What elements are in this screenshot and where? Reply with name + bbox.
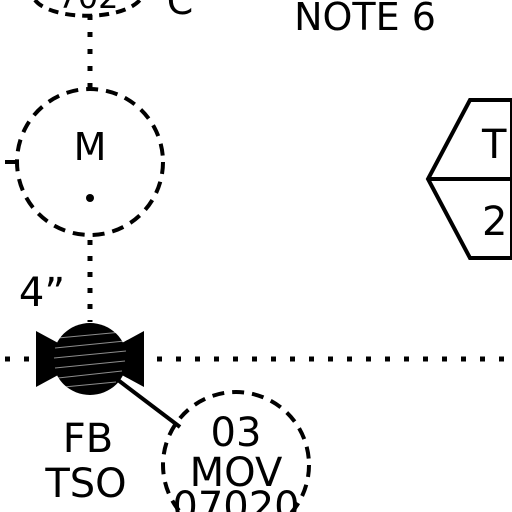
motor-actuator: M [5, 87, 165, 237]
valve-tag-line2: TSO [44, 461, 126, 507]
top-bubble-partial-text: 702 [57, 0, 118, 16]
leader-line [116, 378, 182, 429]
pipe-size-label: 4” [19, 270, 65, 316]
hexagon-bottom-text: 25 [482, 199, 512, 245]
mov-line3: 07020 [172, 484, 299, 512]
hexagon-top-text: T [481, 122, 507, 168]
top-c-label: C [167, 0, 194, 23]
motor-letter: M [74, 125, 107, 169]
mov-line2: MOV [190, 450, 283, 496]
ball-valve-icon [36, 323, 144, 395]
mov-instrument-bubble: 03 MOV 07020 [161, 390, 311, 512]
hexagon-symbol: T 25 [425, 98, 512, 260]
note-label: NOTE 6 [294, 0, 436, 39]
valve-tag-line1: FB [63, 416, 113, 462]
top-instrument-bubble: 702 [33, 0, 142, 18]
mov-line1: 03 [211, 410, 262, 456]
